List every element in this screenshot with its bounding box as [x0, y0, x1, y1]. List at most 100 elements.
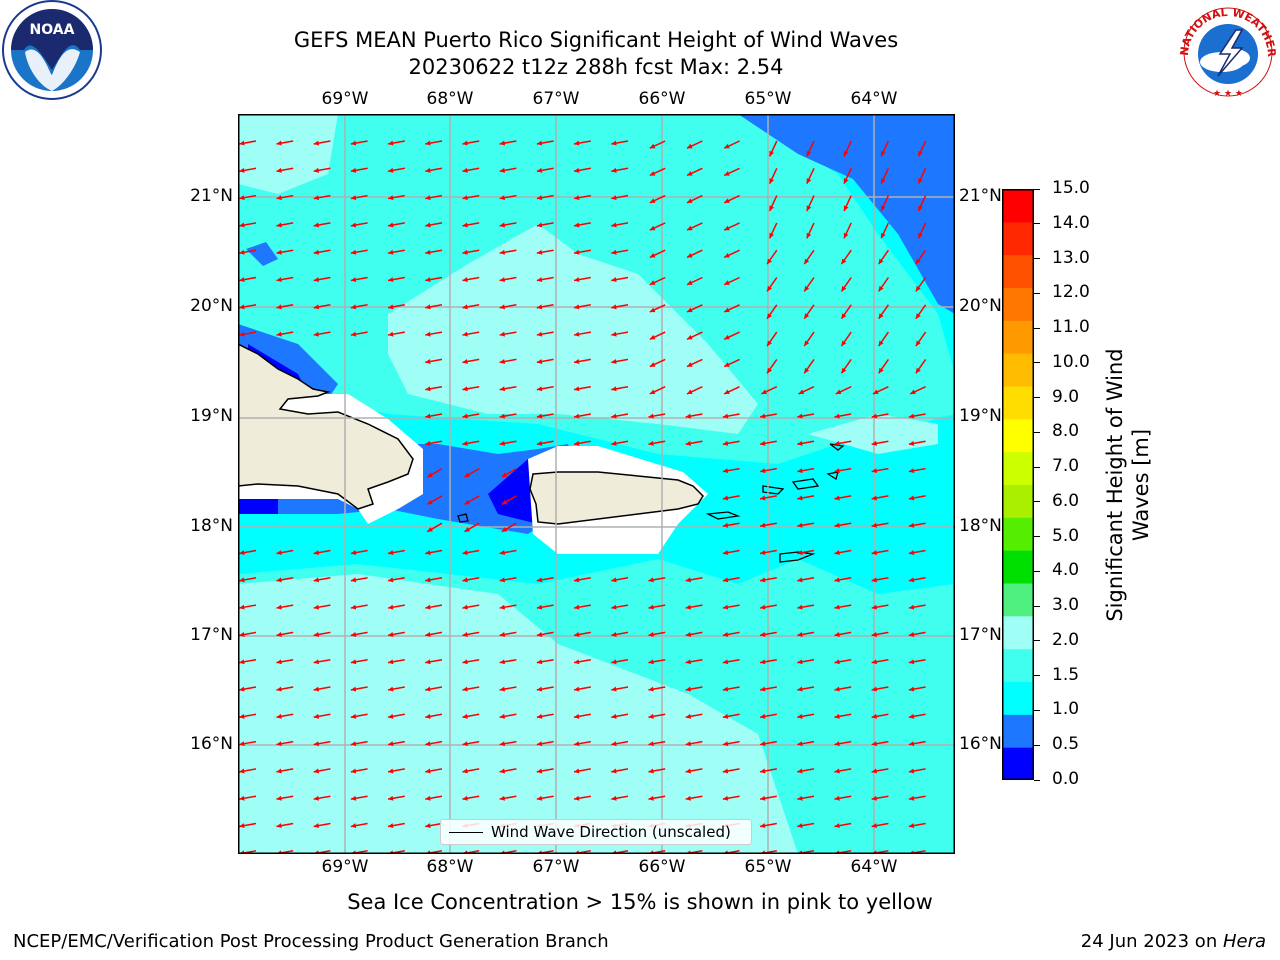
- wave-direction-arrow: [573, 740, 591, 747]
- wave-direction-arrow: [871, 768, 889, 774]
- wave-direction-arrow: [313, 549, 331, 556]
- colorbar-tick-mark: [1034, 605, 1040, 607]
- wave-direction-arrow: [648, 768, 666, 774]
- wave-direction-arrow: [239, 140, 257, 146]
- wave-direction-arrow: [834, 686, 852, 692]
- footer-left: NCEP/EMC/Verification Post Processing Pr…: [13, 931, 609, 952]
- colorbar-tick-mark: [1034, 223, 1040, 225]
- colorbar-tick-mark: [1034, 779, 1040, 781]
- wave-direction-arrow: [909, 386, 926, 395]
- wave-direction-arrow: [499, 795, 517, 801]
- wave-direction-arrow: [313, 140, 331, 146]
- wave-direction-arrow: [834, 713, 852, 719]
- wave-direction-arrow: [313, 304, 331, 310]
- colorbar-tick-mark: [1034, 744, 1040, 746]
- wave-direction-arrow: [573, 440, 591, 446]
- wave-direction-arrow: [425, 686, 443, 692]
- wave-direction-arrow: [806, 195, 815, 212]
- lon-label-bottom-69w: 69°W: [321, 857, 369, 877]
- wave-direction-arrow: [425, 795, 443, 801]
- wave-direction-arrow: [573, 631, 591, 637]
- wave-direction-arrow: [350, 713, 368, 719]
- wave-direction-arrow: [425, 249, 443, 255]
- wave-direction-arrow: [871, 713, 889, 719]
- wave-direction-arrow: [350, 740, 368, 747]
- wave-direction-arrow: [797, 467, 815, 474]
- wave-direction-arrow: [915, 277, 927, 292]
- wave-direction-arrow: [806, 167, 815, 185]
- wave-direction-arrow: [462, 713, 480, 719]
- mona-island: [457, 513, 469, 523]
- wave-direction-arrow: [573, 658, 591, 665]
- wave-direction-arrow: [462, 413, 480, 419]
- wave-direction-arrow: [908, 768, 926, 774]
- wave-direction-arrow: [313, 331, 331, 337]
- wave-direction-arrow: [462, 795, 480, 801]
- wave-direction-arrow: [462, 167, 480, 173]
- wave-direction-arrow: [536, 413, 554, 419]
- wave-direction-arrow: [350, 222, 368, 228]
- wave-direction-arrow: [871, 495, 889, 501]
- wave-direction-arrow: [462, 304, 480, 310]
- wave-direction-arrow: [803, 277, 815, 292]
- wave-direction-arrow: [917, 222, 927, 239]
- wave-direction-arrow: [685, 577, 703, 583]
- wave-direction-arrow: [499, 304, 517, 310]
- wave-direction-arrow: [723, 386, 740, 395]
- wave-direction-arrow: [499, 713, 517, 719]
- wave-direction-arrow: [686, 331, 703, 340]
- wave-direction-arrow: [686, 222, 703, 231]
- wave-direction-arrow: [797, 795, 815, 801]
- wave-direction-arrow: [387, 167, 405, 173]
- lon-label-top-66w: 66°W: [638, 89, 686, 109]
- wave-direction-arrow: [536, 304, 554, 310]
- wave-direction-arrow: [611, 631, 629, 637]
- wave-direction-arrow: [536, 631, 554, 637]
- wave-direction-arrow: [313, 577, 331, 583]
- colorbar-tick-label: 12.0: [1052, 282, 1090, 303]
- colorbar-segment: [1002, 254, 1034, 288]
- colorbar-segment: [1002, 714, 1034, 748]
- colorbar-tick-label: 1.5: [1052, 664, 1080, 685]
- wave-direction-arrow: [387, 658, 405, 665]
- wave-direction-arrow: [276, 167, 294, 173]
- wave-direction-arrow: [499, 249, 517, 255]
- wave-direction-arrow: [834, 522, 852, 528]
- colorbar-tick-mark: [1034, 466, 1040, 468]
- wave-direction-arrow: [649, 167, 666, 177]
- wave-direction-arrow: [761, 386, 778, 395]
- wave-direction-arrow: [536, 194, 554, 201]
- wave-direction-arrow: [797, 604, 815, 610]
- wave-direction-arrow: [350, 549, 368, 556]
- wave-direction-arrow: [387, 276, 405, 283]
- wave-direction-arrow: [313, 740, 331, 747]
- sea-ice-note: Sea Ice Concentration > 15% is shown in …: [347, 890, 933, 914]
- wave-direction-arrow: [766, 277, 778, 292]
- wave-direction-arrow: [313, 713, 331, 719]
- wave-direction-arrow: [462, 631, 480, 637]
- wave-direction-arrow: [276, 304, 294, 310]
- noaa-logo: NOAA: [2, 0, 102, 100]
- wave-direction-arrow: [685, 413, 703, 419]
- wave-direction-arrow: [536, 686, 554, 692]
- wave-direction-arrow: [834, 631, 852, 637]
- wave-direction-arrow: [871, 604, 889, 610]
- wave-direction-arrow: [649, 304, 666, 313]
- wave-direction-arrow: [573, 577, 591, 583]
- wave-direction-arrow: [425, 440, 443, 446]
- wave-direction-arrow: [387, 249, 405, 255]
- wave-direction-arrow: [648, 686, 666, 692]
- wave-direction-arrow: [723, 276, 740, 286]
- wave-direction-arrow: [871, 440, 889, 446]
- wave-direction-arrow: [501, 495, 517, 506]
- wave-direction-arrow: [573, 276, 591, 283]
- wave-direction-arrow: [536, 604, 554, 610]
- wave-direction-arrow: [722, 604, 740, 610]
- colorbar-segment: [1002, 484, 1034, 518]
- wave-direction-arrow: [840, 358, 852, 374]
- wave-direction-arrow: [686, 194, 703, 204]
- wave-direction-arrow: [462, 440, 480, 446]
- wave-direction-arrow: [803, 331, 815, 347]
- colorbar-tick-label: 5.0: [1052, 525, 1080, 546]
- wave-direction-arrow: [573, 167, 591, 173]
